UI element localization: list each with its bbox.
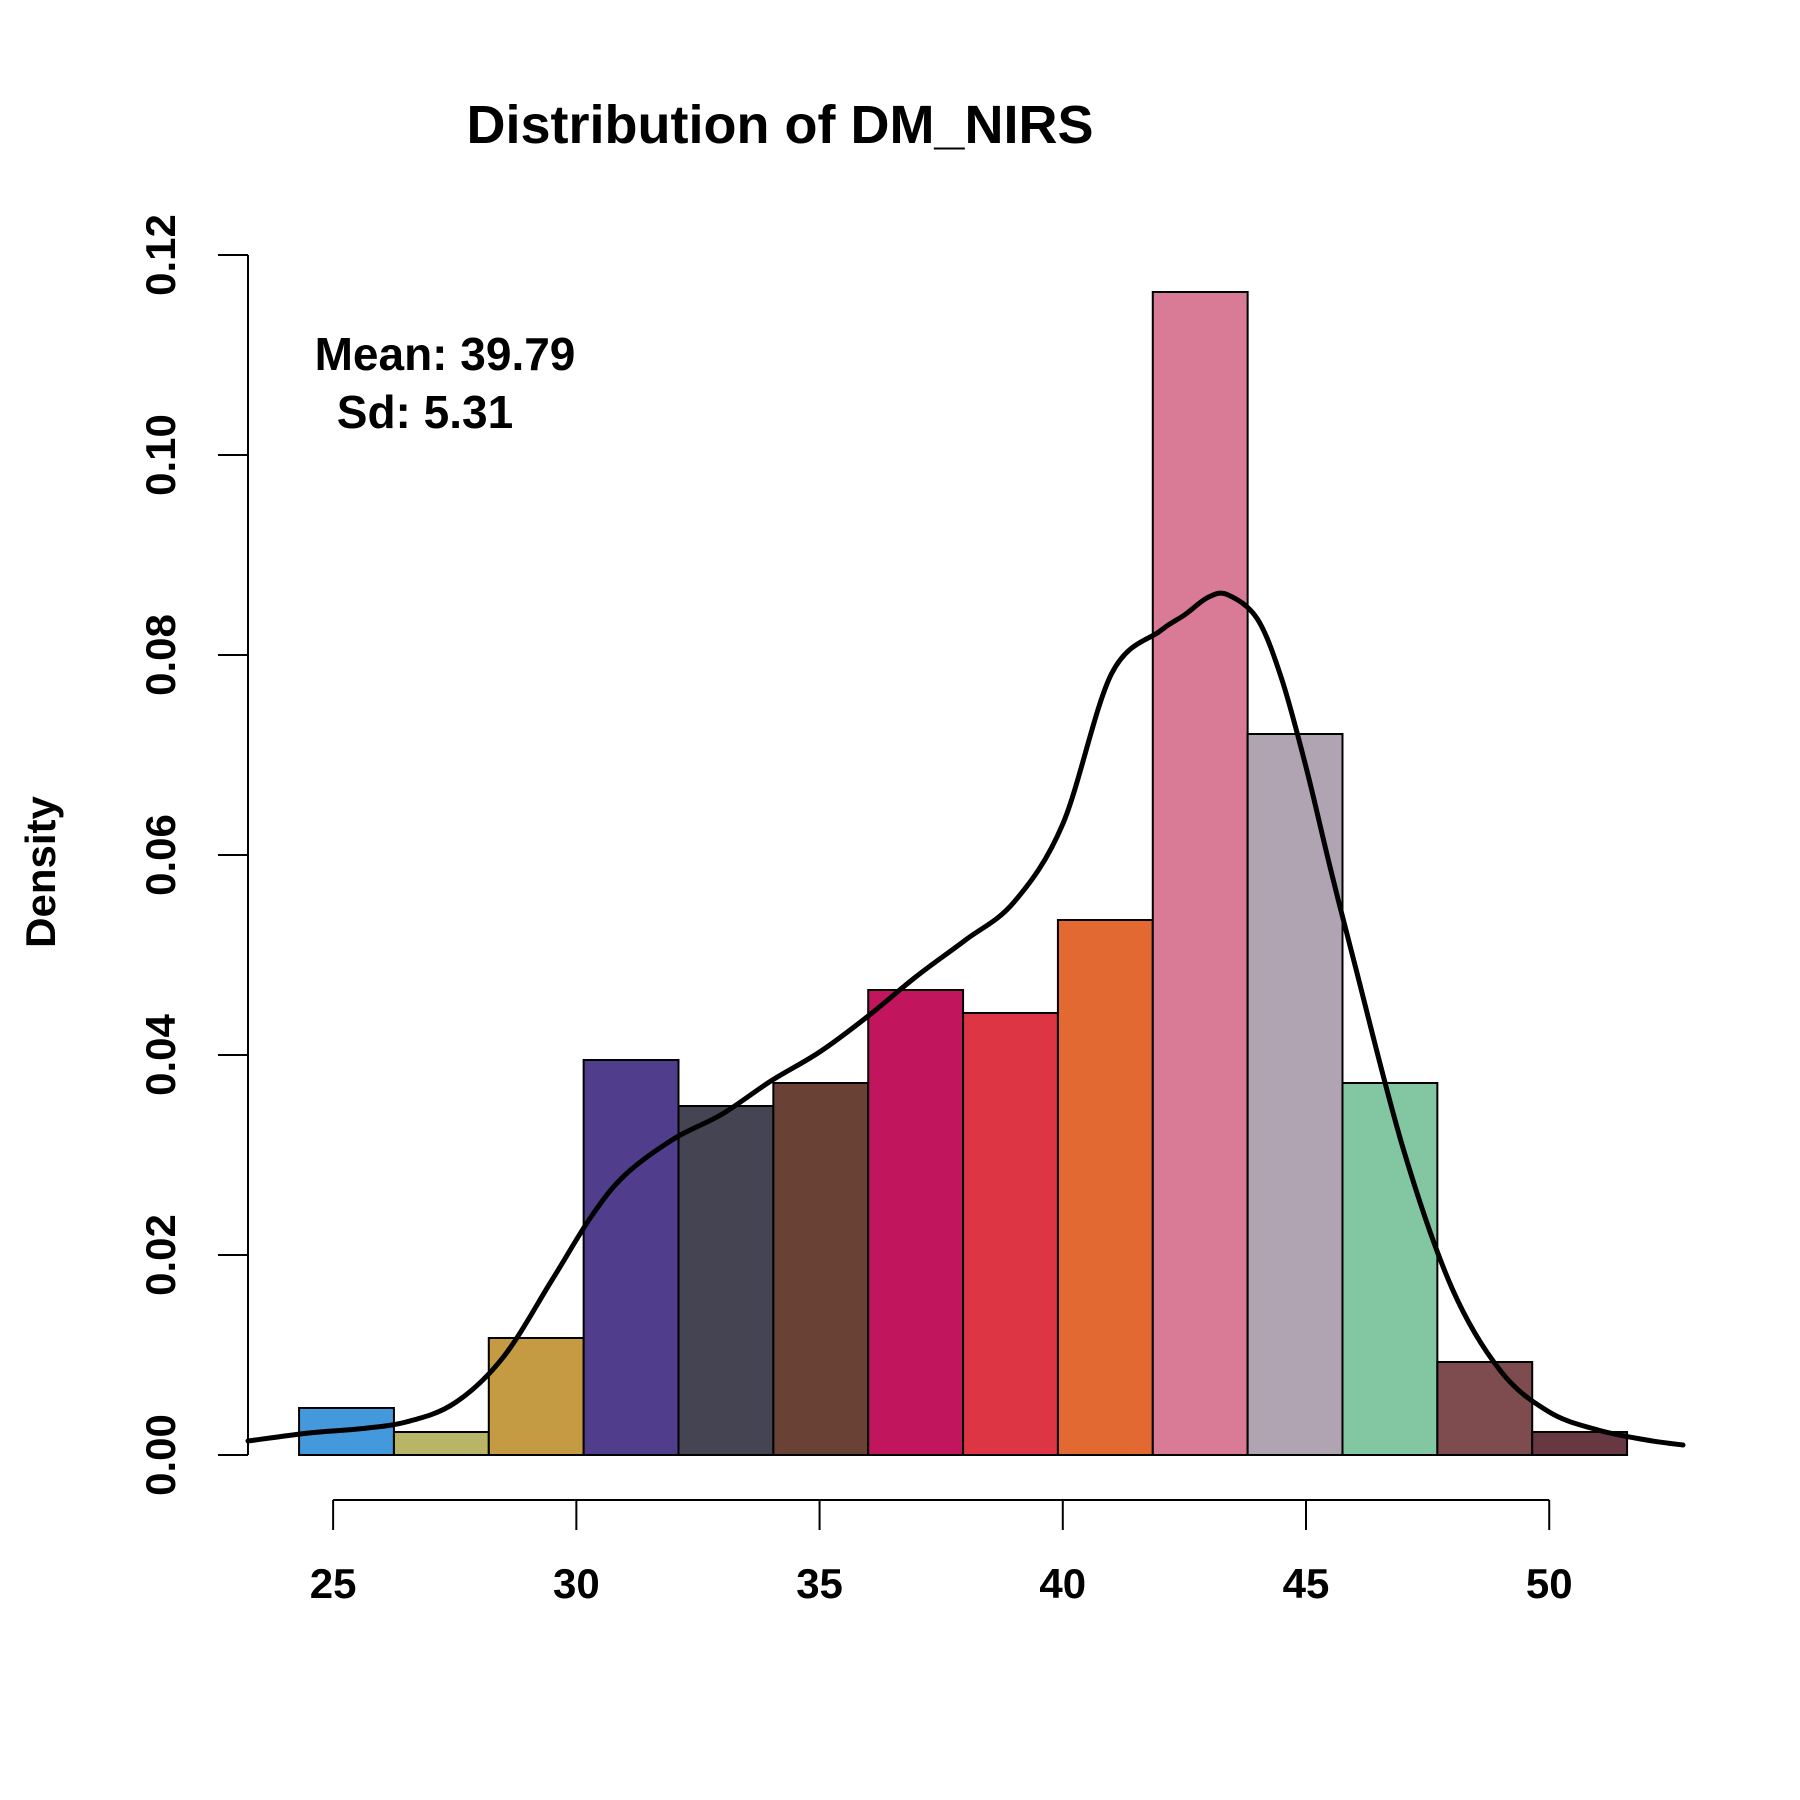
histogram-bar-12 [1341,1082,1439,1456]
y-tick-label: 0.06 [137,814,184,896]
chart-title: Distribution of DM_NIRS [467,95,1094,155]
y-tick-label: 0.00 [137,1414,184,1496]
histogram-bar-14 [1531,1431,1629,1456]
histogram-bars [298,291,1629,1456]
histogram-bar-2 [392,1431,490,1456]
y-tick-label: 0.04 [137,1013,184,1095]
histogram-bar-8 [962,1012,1059,1456]
x-tick-label: 45 [1283,1560,1330,1607]
mean-annotation: Mean: 39.79 [315,328,576,380]
sd-annotation: Sd: 5.31 [337,386,513,438]
y-tick-label: 0.02 [137,1214,184,1296]
histogram-bar-13 [1436,1361,1534,1456]
x-tick-label: 35 [796,1560,843,1607]
histogram-bar-4 [582,1059,680,1456]
histogram-bar-11 [1246,733,1344,1456]
x-tick-label: 40 [1039,1560,1086,1607]
x-tick-label: 25 [310,1560,357,1607]
y-tick-label: 0.10 [137,414,184,496]
x-tick-label: 30 [553,1560,600,1607]
histogram-bar-6 [772,1082,870,1456]
histogram-bar-5 [677,1105,775,1456]
y-axis-label: Density [17,796,64,948]
x-axis: 25 30 35 40 45 50 [310,1499,1573,1607]
histogram-bar-7 [867,989,965,1456]
density-curve [245,590,1686,1448]
histogram-bar-9 [1056,919,1154,1456]
y-axis: 0.00 0.02 0.04 0.06 0.08 0.10 0.12 [137,214,249,1496]
x-tick-label: 50 [1526,1560,1573,1607]
histogram-bar-10 [1151,291,1249,1456]
y-tick-label: 0.12 [137,214,184,296]
y-tick-label: 0.08 [137,614,184,696]
